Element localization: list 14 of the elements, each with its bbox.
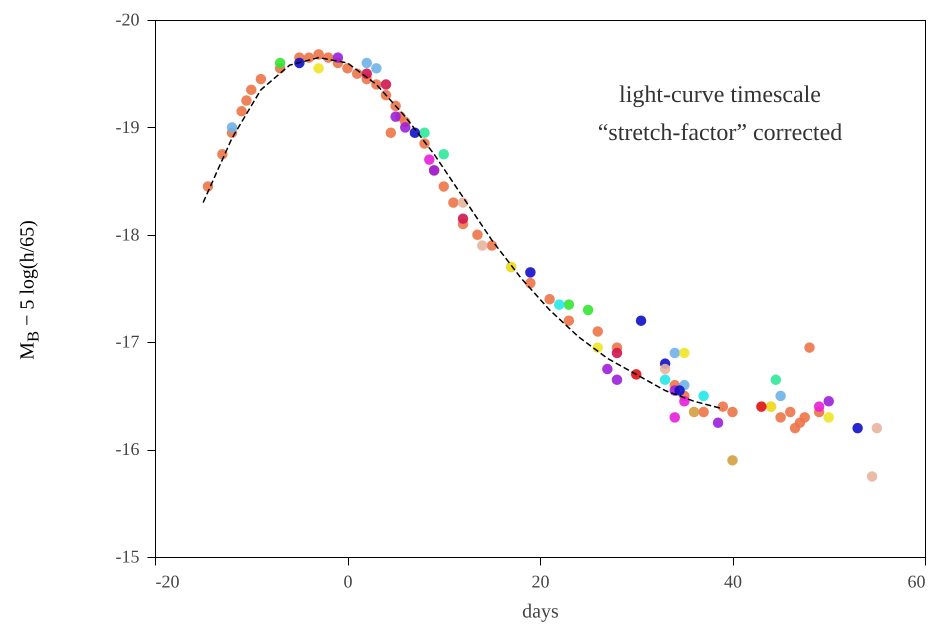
y-tick-label: -20 bbox=[116, 10, 140, 30]
annotation: “stretch-factor” corrected bbox=[598, 120, 842, 146]
x-tick-label: 20 bbox=[532, 572, 550, 592]
x-tick-label: -20 bbox=[156, 572, 180, 592]
y-tick-label: -18 bbox=[116, 224, 140, 244]
x-axis-title: days bbox=[522, 600, 560, 622]
x-tick-label: 0 bbox=[344, 572, 352, 592]
y-tick-label: -15 bbox=[116, 546, 140, 566]
y-tick-label: -16 bbox=[116, 439, 140, 460]
y-tick-label: -19 bbox=[116, 116, 140, 137]
x-tick-label: 60 bbox=[908, 572, 926, 592]
y-tick-label: -17 bbox=[116, 332, 140, 352]
x-tick-label: 40 bbox=[724, 572, 742, 592]
annotation: light-curve timescale bbox=[619, 82, 821, 108]
